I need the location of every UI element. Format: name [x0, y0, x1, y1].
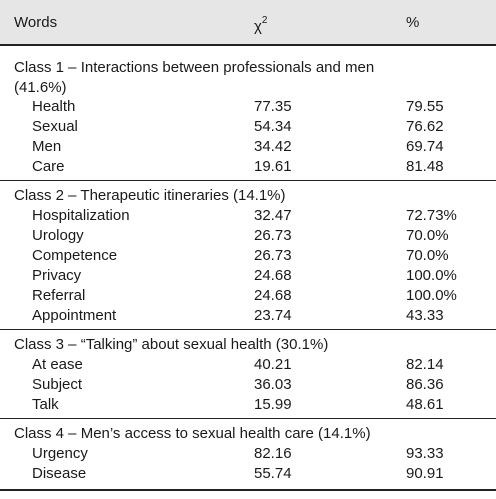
table-row: Referral 24.68 100.0% — [0, 286, 496, 306]
class-divider — [0, 180, 496, 181]
class-1-title: Class 1 – Interactions between professio… — [14, 59, 375, 96]
table-bottom-rule — [0, 489, 496, 491]
table-row: Urology 26.73 70.0% — [0, 226, 496, 246]
word-cell: Urology — [32, 227, 84, 244]
table-row: Privacy 24.68 100.0% — [0, 266, 496, 286]
header-percent: % — [406, 14, 420, 31]
word-cell: Referral — [32, 287, 86, 304]
word-cell: Health — [32, 98, 76, 115]
table-header: Words χ2 % — [0, 0, 496, 44]
table-row: Urgency 82.16 93.33 — [0, 444, 496, 464]
chi2-cell: 34.42 — [254, 138, 292, 155]
percent-cell: 70.0% — [406, 227, 449, 244]
table-row: Competence 26.73 70.0% — [0, 246, 496, 266]
percent-cell: 86.36 — [406, 376, 444, 393]
class-4-title: Class 4 – Men’s access to sexual health … — [14, 425, 371, 442]
table-row: Health 77.35 79.55 — [0, 97, 496, 117]
header-rule — [0, 44, 496, 46]
table-row: Care 19.61 81.48 — [0, 157, 496, 177]
class-2-title: Class 2 – Therapeutic itineraries (14.1%… — [14, 187, 286, 204]
header-chi-square: χ2 — [254, 13, 267, 37]
chi2-cell: 82.16 — [254, 445, 292, 462]
percent-cell: 76.62 — [406, 118, 444, 135]
chi2-cell: 40.21 — [254, 356, 292, 373]
word-cell: At ease — [32, 356, 83, 373]
chi2-cell: 36.03 — [254, 376, 292, 393]
percent-cell: 72.73% — [406, 207, 457, 224]
chi2-cell: 24.68 — [254, 287, 292, 304]
table-row: Appointment 23.74 43.33 — [0, 306, 496, 326]
chi2-cell: 54.34 — [254, 118, 292, 135]
word-cell: Talk — [32, 396, 59, 413]
table-row: Men 34.42 69.74 — [0, 137, 496, 157]
table-row: At ease 40.21 82.14 — [0, 355, 496, 375]
word-cell: Subject — [32, 376, 83, 393]
chi2-cell: 32.47 — [254, 207, 292, 224]
percent-cell: 79.55 — [406, 98, 444, 115]
word-cell: Sexual — [32, 118, 78, 135]
table-row: Subject 36.03 86.36 — [0, 375, 496, 395]
percent-cell: 70.0% — [406, 247, 449, 264]
chi2-cell: 77.35 — [254, 98, 292, 115]
chi2-cell: 26.73 — [254, 227, 292, 244]
percent-cell: 81.48 — [406, 158, 444, 175]
word-cell: Men — [32, 138, 62, 155]
table-row: Hospitalization 32.47 72.73% — [0, 206, 496, 226]
word-cell: Appointment — [32, 307, 117, 324]
percent-cell: 43.33 — [406, 307, 444, 324]
header-words: Words — [14, 14, 58, 31]
chi2-cell: 23.74 — [254, 307, 292, 324]
chi2-cell: 19.61 — [254, 158, 292, 175]
percent-cell: 100.0% — [406, 267, 457, 284]
word-cell: Hospitalization — [32, 207, 130, 224]
word-cell: Privacy — [32, 267, 82, 284]
percent-cell: 100.0% — [406, 287, 457, 304]
table-row: Disease 55.74 90.91 — [0, 464, 496, 484]
chi-power: 2 — [261, 15, 268, 26]
table-row: Talk 15.99 48.61 — [0, 395, 496, 415]
word-cell: Disease — [32, 465, 87, 482]
class-divider — [0, 329, 496, 330]
percent-cell: 48.61 — [406, 396, 444, 413]
chi2-cell: 24.68 — [254, 267, 292, 284]
chi2-cell: 26.73 — [254, 247, 292, 264]
class-divider — [0, 418, 496, 419]
percent-cell: 82.14 — [406, 356, 444, 373]
word-cell: Competence — [32, 247, 118, 264]
percent-cell: 90.91 — [406, 465, 444, 482]
word-cell: Urgency — [32, 445, 88, 462]
word-cell: Care — [32, 158, 65, 175]
percent-cell: 69.74 — [406, 138, 444, 155]
chi-symbol: χ — [254, 18, 262, 35]
class-3-title: Class 3 – “Talking” about sexual health … — [14, 336, 329, 353]
table-row: Sexual 54.34 76.62 — [0, 117, 496, 137]
chi2-cell: 15.99 — [254, 396, 292, 413]
percent-cell: 93.33 — [406, 445, 444, 462]
chi2-cell: 55.74 — [254, 465, 292, 482]
